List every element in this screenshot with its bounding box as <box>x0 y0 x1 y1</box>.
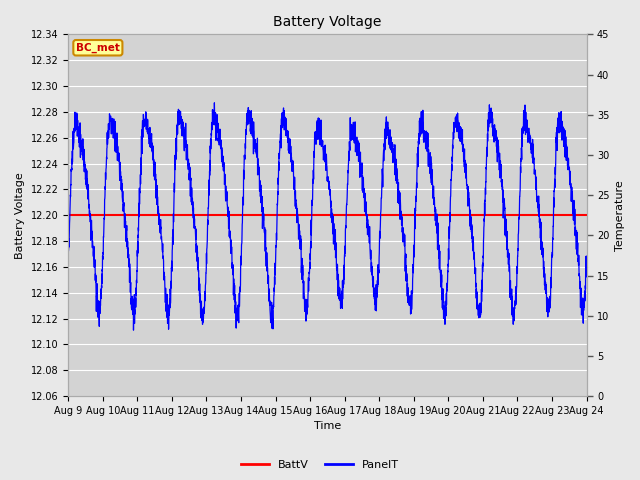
X-axis label: Time: Time <box>314 421 341 432</box>
Y-axis label: Temperature: Temperature <box>615 180 625 251</box>
Title: Battery Voltage: Battery Voltage <box>273 15 381 29</box>
Text: BC_met: BC_met <box>76 43 120 53</box>
Legend: BattV, PanelT: BattV, PanelT <box>237 456 403 474</box>
Y-axis label: Battery Voltage: Battery Voltage <box>15 172 25 259</box>
